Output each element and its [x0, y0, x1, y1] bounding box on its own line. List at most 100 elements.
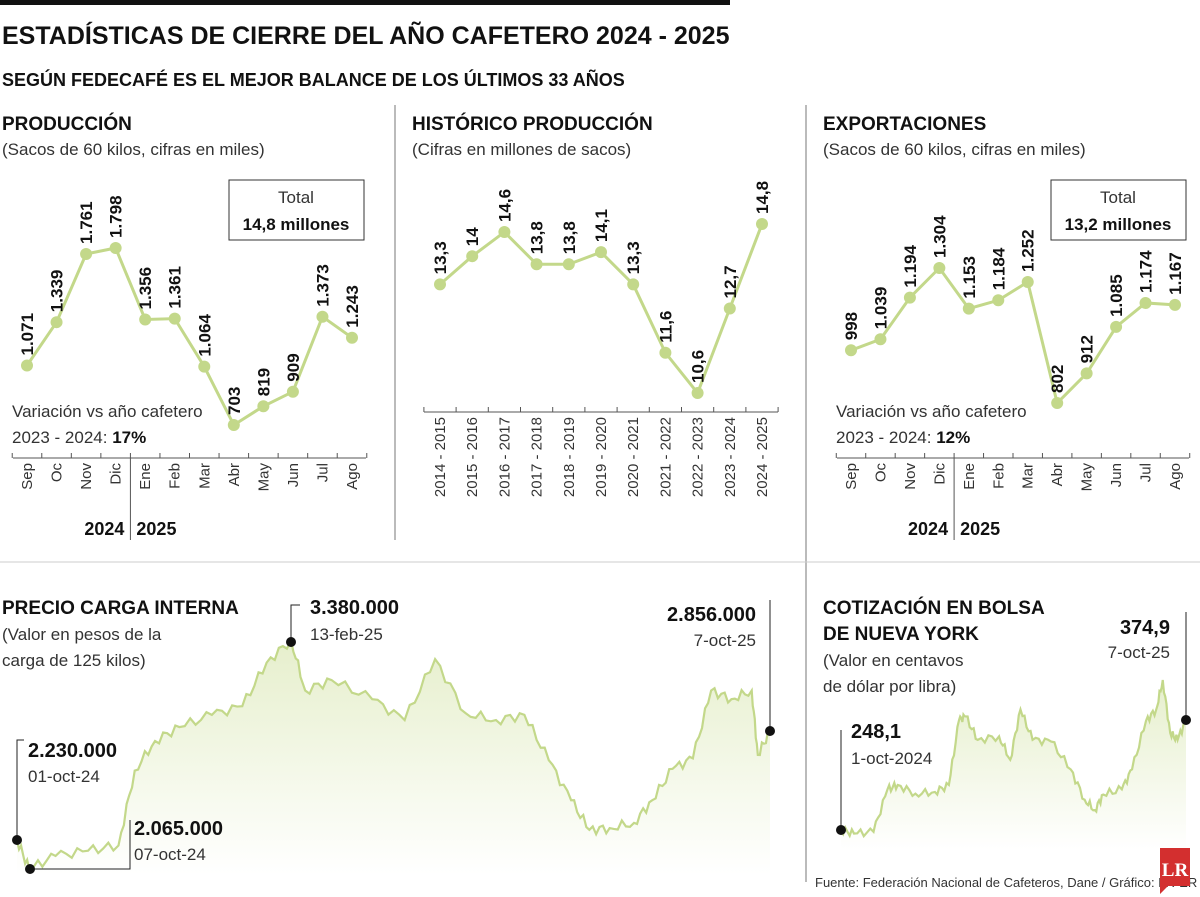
category-label: 2021 - 2022 — [657, 417, 674, 497]
annotation-date: 7-oct-25 — [694, 631, 756, 650]
data-point — [109, 242, 122, 254]
category-label: Mar — [1020, 463, 1037, 489]
category-label: Ene — [961, 463, 978, 490]
data-point — [1169, 298, 1181, 311]
data-point — [80, 247, 93, 260]
exportaciones-chart: 998 Sep 1.039 Oc 1.194 Nov 1.304 Dic 1.153 Ene 1.1… — [835, 215, 1191, 540]
data-point — [227, 419, 240, 431]
annotation-dot — [1181, 715, 1191, 725]
panel-units: (Sacos de 60 kilos, cifras en miles) — [2, 140, 265, 159]
category-label: May — [255, 463, 272, 492]
page-title: ESTADÍSTICAS DE CIERRE DEL AÑO CAFETERO … — [2, 20, 730, 50]
category-label: Nov — [78, 463, 95, 490]
category-label: 2022 - 2023 — [690, 417, 707, 497]
total-box — [1050, 179, 1187, 241]
annotation-date: 7-oct-25 — [1108, 643, 1170, 662]
top-bar — [0, 0, 730, 5]
data-label: 1.085 — [1107, 274, 1126, 317]
category-label: Nov — [902, 463, 919, 490]
produccion-panel: PRODUCCIÓN (Sacos de 60 kilos, cifras en… — [2, 113, 368, 540]
category-label: 2015 - 2016 — [464, 417, 481, 497]
data-point — [992, 294, 1005, 307]
total-box — [228, 179, 365, 241]
data-label: 14,8 — [753, 181, 772, 214]
historico-chart: 13,3 2014 - 2015 14 2015 - 2016 14,6 2016 - 2… — [423, 181, 779, 497]
exportaciones-panel: EXPORTACIONES (Sacos de 60 kilos, cifras… — [823, 114, 1191, 540]
precio-panel: PRECIO CARGA INTERNA (Valor en pesos de … — [2, 597, 775, 875]
data-point — [962, 302, 975, 315]
annotation-value: 248,1 — [851, 721, 901, 743]
data-label: 1.761 — [77, 201, 96, 244]
data-label: 1.243 — [343, 285, 362, 328]
category-label: Jun — [1108, 463, 1125, 487]
annotation-value: 3.380.000 — [310, 597, 399, 619]
data-label: 1.184 — [989, 247, 1008, 290]
data-point — [50, 316, 63, 329]
panel-title: PRECIO CARGA INTERNA — [2, 598, 239, 619]
data-point — [1080, 367, 1093, 380]
panel-title: EXPORTACIONES — [823, 114, 986, 135]
annotation-value: 374,9 — [1120, 617, 1170, 639]
data-label: 13,8 — [528, 221, 547, 254]
panel-title: HISTÓRICO PRODUCCIÓN — [412, 113, 653, 135]
variation-note: Variación vs año cafetero — [12, 402, 203, 421]
svg-text:LR: LR — [1162, 860, 1189, 881]
data-label: 13,8 — [560, 221, 579, 254]
data-point — [659, 346, 672, 359]
panel-units: (Sacos de 60 kilos, cifras en miles) — [823, 140, 1086, 159]
data-label: 1.194 — [901, 244, 920, 287]
variation-note-line2: 2023 - 2024: 12% — [836, 428, 970, 447]
historico-panel: HISTÓRICO PRODUCCIÓN (Cifras en millones… — [412, 113, 779, 497]
data-label: 998 — [842, 312, 861, 340]
annotation-leader — [16, 739, 24, 840]
total-label: Total — [278, 188, 314, 207]
year-label: 2024 — [908, 519, 948, 539]
category-label: 2024 - 2025 — [754, 417, 771, 497]
panel-units: (Cifras en millones de sacos) — [412, 140, 631, 159]
page-subtitle: SEGÚN FEDECAFÉ ES EL MEJOR BALANCE DE LO… — [2, 69, 625, 90]
data-point — [933, 262, 946, 274]
data-label: 12,7 — [721, 265, 740, 298]
data-point — [627, 278, 640, 291]
data-label: 1.153 — [960, 256, 979, 299]
data-point — [723, 302, 736, 315]
category-label: 2023 - 2024 — [722, 417, 739, 497]
category-label: 2016 - 2017 — [496, 417, 513, 497]
data-point — [845, 344, 857, 357]
category-label: 2019 - 2020 — [593, 417, 610, 497]
category-label: Ene — [137, 463, 154, 490]
data-label: 1.039 — [871, 287, 890, 330]
source-note: Fuente: Federación Nacional de Cafeteros… — [815, 875, 1197, 890]
category-label: Jul — [314, 463, 331, 482]
bolsa-panel: COTIZACIÓN EN BOLSA DE NUEVA YORK (Valor… — [823, 597, 1191, 850]
data-point — [1110, 320, 1123, 333]
year-label: 2025 — [136, 519, 176, 539]
category-label: Abr — [1049, 463, 1066, 486]
variation-note: Variación vs año cafetero — [836, 402, 1027, 421]
series-line — [25, 246, 353, 428]
category-label: Feb — [990, 463, 1007, 489]
data-label: 13,3 — [624, 241, 643, 274]
panel-units: (Valor en pesos de la — [2, 625, 162, 644]
data-label: 14,6 — [495, 189, 514, 222]
panel-units: (Valor en centavos — [823, 651, 963, 670]
data-point — [1051, 397, 1064, 409]
data-point — [498, 226, 511, 239]
total-value: 14,8 millones — [243, 215, 350, 234]
data-label: 1.064 — [195, 314, 214, 357]
data-point — [1139, 296, 1152, 309]
data-point — [756, 218, 768, 230]
panel-units: de dólar por libra) — [823, 677, 956, 696]
data-label: 1.356 — [136, 267, 155, 310]
data-label: 1.304 — [930, 215, 949, 258]
data-point — [346, 331, 358, 344]
data-point — [562, 258, 575, 271]
series-area — [841, 680, 1186, 850]
category-label: Feb — [167, 463, 184, 489]
category-label: Oc — [49, 463, 66, 483]
precio-chart — [15, 636, 771, 875]
annotation-leader — [30, 820, 131, 870]
annotation-date: 07-oct-24 — [134, 845, 206, 864]
panel-title: COTIZACIÓN EN BOLSA — [823, 597, 1045, 619]
data-label: 912 — [1078, 335, 1097, 363]
